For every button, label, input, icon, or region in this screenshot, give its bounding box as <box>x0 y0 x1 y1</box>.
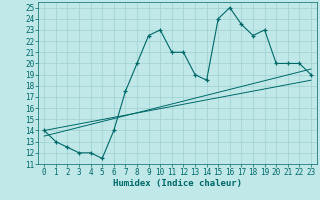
X-axis label: Humidex (Indice chaleur): Humidex (Indice chaleur) <box>113 179 242 188</box>
